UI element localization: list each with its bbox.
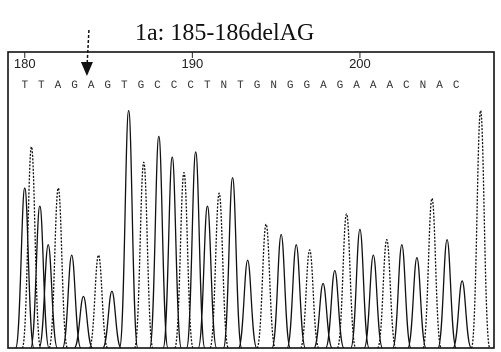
trace-peak: [407, 257, 427, 349]
trace-peak: [88, 254, 109, 349]
trace-peak: [391, 244, 412, 349]
trace-peak: [148, 135, 169, 349]
trace-peak: [21, 146, 42, 349]
base-call: T: [237, 80, 244, 92]
trace-peak: [363, 254, 384, 349]
base-call: T: [121, 80, 128, 92]
plot-frame: [7, 51, 495, 349]
trace-peak: [237, 259, 258, 349]
base-call: G: [138, 80, 145, 92]
base-call: G: [254, 80, 261, 92]
trace-peak: [102, 290, 122, 349]
base-call: C: [403, 80, 410, 92]
base-call: A: [320, 80, 327, 92]
trace-peak: [376, 238, 397, 349]
base-call: N: [420, 80, 427, 92]
base-call: G: [304, 80, 311, 92]
base-call: T: [38, 80, 45, 92]
trace-peak: [118, 109, 139, 349]
trace-peak: [313, 282, 333, 349]
trace-peak: [422, 197, 442, 349]
chart-title: 1a: 185-186delAG: [135, 20, 314, 46]
trace-peak: [174, 171, 194, 349]
trace-peak: [209, 192, 230, 349]
base-call: N: [221, 80, 228, 92]
trace-peak: [38, 244, 59, 349]
trace-peaks: [14, 109, 491, 349]
trace-peak: [14, 187, 35, 349]
base-call: C: [453, 80, 460, 92]
x-tick-label: 180: [14, 56, 36, 71]
base-call: G: [287, 80, 294, 92]
base-call: A: [88, 80, 95, 92]
base-call: G: [337, 80, 344, 92]
trace-peak: [61, 254, 82, 349]
trace-peak: [470, 109, 491, 349]
trace-peak: [133, 161, 154, 349]
base-call: G: [104, 80, 111, 92]
trace-peak: [73, 295, 94, 349]
trace-peak: [452, 280, 473, 349]
x-axis-ticks: 180 190 200: [14, 52, 371, 71]
base-call: G: [71, 80, 78, 92]
base-call: A: [55, 80, 62, 92]
trace-peak: [336, 213, 357, 349]
base-call: A: [436, 80, 443, 92]
trace-peak: [162, 156, 183, 349]
trace-peak: [185, 151, 206, 349]
base-call: C: [171, 80, 178, 92]
base-call: A: [370, 80, 377, 92]
base-call: T: [204, 80, 211, 92]
marker-line: [86, 29, 90, 69]
trace-peak: [286, 244, 307, 349]
base-call: C: [187, 80, 194, 92]
base-call: A: [386, 80, 393, 92]
trace-peak: [271, 233, 292, 349]
trace-peak: [29, 205, 50, 349]
mutation-marker: [80, 29, 93, 76]
trace-peak: [256, 223, 276, 349]
trace-peak: [324, 269, 345, 349]
base-call: T: [21, 80, 28, 92]
base-call: C: [154, 80, 161, 92]
trace-peak: [437, 238, 457, 349]
trace-peak: [299, 249, 320, 349]
x-tick-label: 190: [181, 56, 203, 71]
base-call: A: [353, 80, 360, 92]
x-tick-label: 200: [349, 56, 371, 71]
trace-peak: [222, 177, 243, 349]
trace-peak: [48, 187, 69, 349]
marker-arrowhead: [80, 62, 93, 76]
base-call: N: [270, 80, 277, 92]
trace-peak: [350, 228, 370, 349]
